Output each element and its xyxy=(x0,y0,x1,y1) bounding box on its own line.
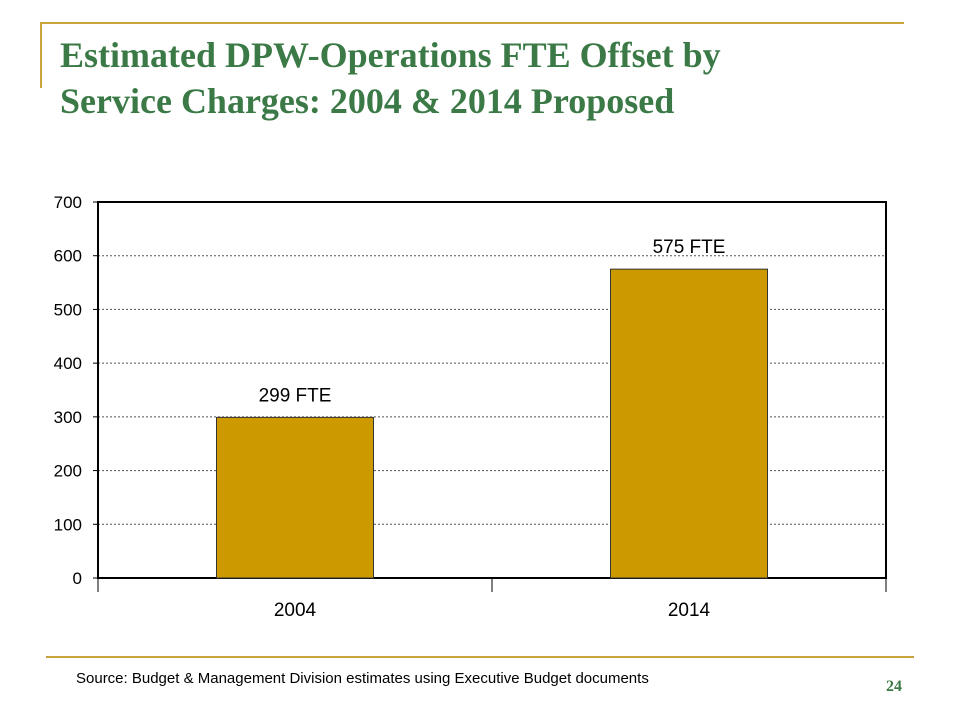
y-tick-label: 0 xyxy=(73,569,82,588)
bar-chart: 0 100 200 300 400 500 600 700 299 FTE 2004 575 FTE… xyxy=(54,193,887,621)
x-category-label: 2004 xyxy=(274,600,317,621)
slide-title-line-1: Estimated DPW-Operations FTE Offset by xyxy=(60,35,721,75)
bar xyxy=(216,416,374,579)
footer-rule xyxy=(46,656,914,658)
data-label: 575 FTE xyxy=(653,237,726,258)
source-note: Source: Budget & Management Division est… xyxy=(76,670,649,687)
y-tick-label: 500 xyxy=(54,300,82,319)
y-tick-label: 300 xyxy=(54,408,82,427)
y-tick-label: 600 xyxy=(54,247,82,266)
frame-left-rule xyxy=(40,22,42,88)
data-label: 299 FTE xyxy=(259,385,332,406)
y-tick-label: 200 xyxy=(54,462,82,481)
page-number: 24 xyxy=(886,678,902,695)
bar xyxy=(610,268,768,579)
y-tick-label: 100 xyxy=(54,515,82,534)
slide-title-line-2: Service Charges: 2004 & 2014 Proposed xyxy=(60,81,675,121)
x-category-label: 2014 xyxy=(668,600,711,621)
slide-title: Estimated DPW-Operations FTE Offset by S… xyxy=(60,32,920,124)
y-tick-label: 400 xyxy=(54,354,82,373)
frame-top-rule xyxy=(40,22,904,24)
y-tick-label: 700 xyxy=(54,193,82,212)
